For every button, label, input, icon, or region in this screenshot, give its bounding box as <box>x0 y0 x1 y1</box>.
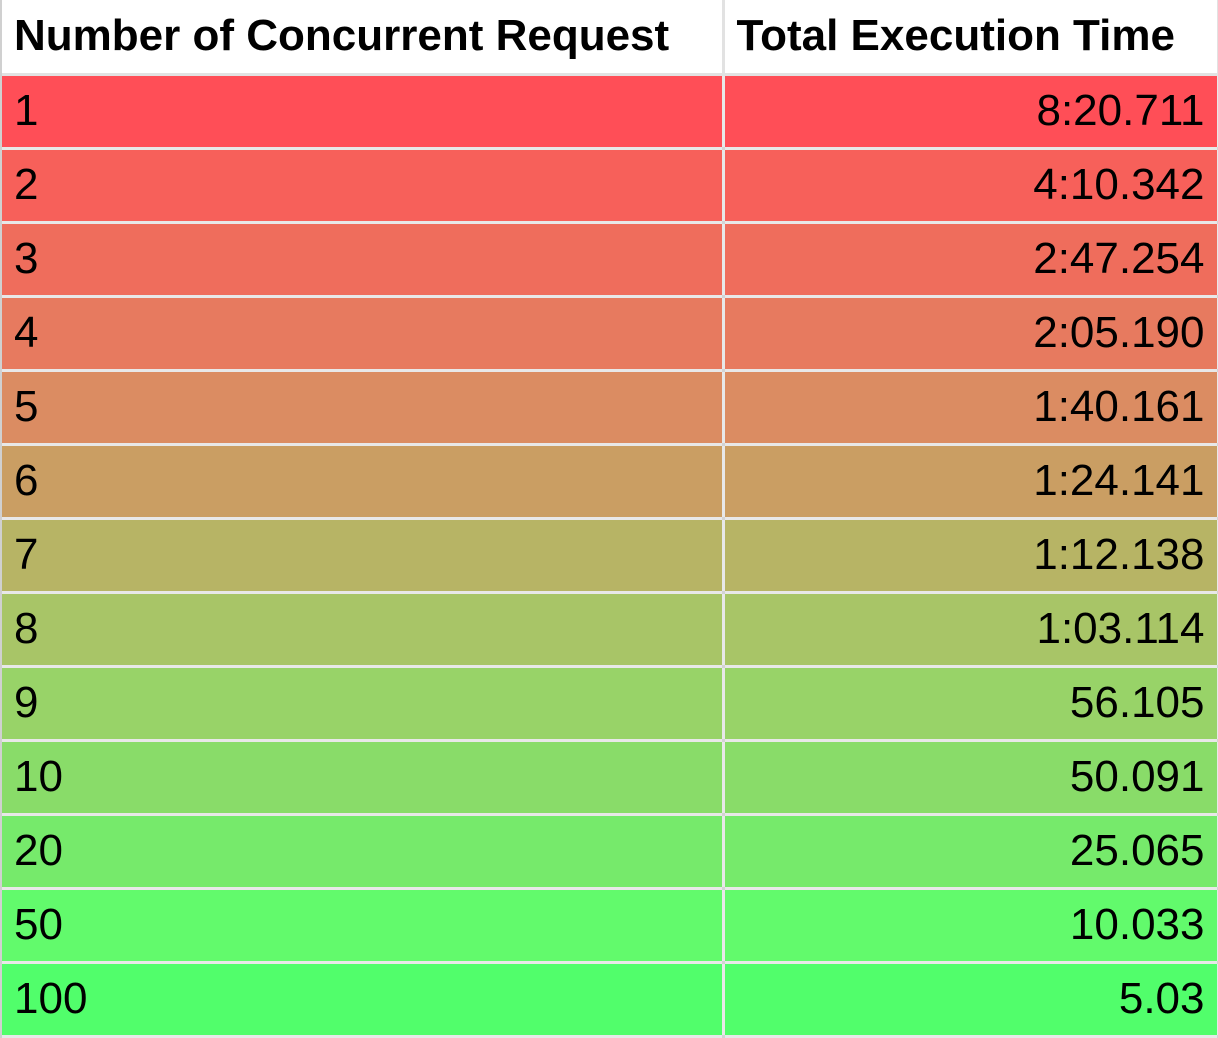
table-row: 5 1:40.161 <box>2 370 1218 446</box>
cell-execution-time[interactable]: 2:05.190 <box>723 296 1218 372</box>
cell-concurrent-requests[interactable]: 6 <box>2 444 725 520</box>
cell-concurrent-requests[interactable]: 1 <box>2 74 725 150</box>
table-row: 50 10.033 <box>2 888 1218 964</box>
cell-concurrent-requests[interactable]: 10 <box>2 740 725 816</box>
table-row: 100 5.03 <box>2 962 1218 1038</box>
cell-concurrent-requests[interactable]: 20 <box>2 814 725 890</box>
table-row: 2 4:10.342 <box>2 148 1218 224</box>
cell-concurrent-requests[interactable]: 3 <box>2 222 725 298</box>
cell-concurrent-requests[interactable]: 7 <box>2 518 725 594</box>
table-row: 3 2:47.254 <box>2 222 1218 298</box>
cell-concurrent-requests[interactable]: 2 <box>2 148 725 224</box>
cell-execution-time[interactable]: 5.03 <box>723 962 1218 1038</box>
cell-execution-time[interactable]: 50.091 <box>723 740 1218 816</box>
table-row: 10 50.091 <box>2 740 1218 816</box>
cell-concurrent-requests[interactable]: 8 <box>2 592 725 668</box>
cell-execution-time[interactable]: 2:47.254 <box>723 222 1218 298</box>
cell-execution-time[interactable]: 4:10.342 <box>723 148 1218 224</box>
table-row: 8 1:03.114 <box>2 592 1218 668</box>
table-row: 9 56.105 <box>2 666 1218 742</box>
cell-concurrent-requests[interactable]: 100 <box>2 962 725 1038</box>
header-concurrent-requests[interactable]: Number of Concurrent Request <box>2 0 725 76</box>
table-row: 1 8:20.711 <box>2 74 1218 150</box>
cell-execution-time[interactable]: 56.105 <box>723 666 1218 742</box>
table-row: 7 1:12.138 <box>2 518 1218 594</box>
table-row: 20 25.065 <box>2 814 1218 890</box>
cell-concurrent-requests[interactable]: 50 <box>2 888 725 964</box>
cell-execution-time[interactable]: 1:03.114 <box>723 592 1218 668</box>
cell-concurrent-requests[interactable]: 9 <box>2 666 725 742</box>
cell-concurrent-requests[interactable]: 5 <box>2 370 725 446</box>
cell-execution-time[interactable]: 1:12.138 <box>723 518 1218 594</box>
cell-concurrent-requests[interactable]: 4 <box>2 296 725 372</box>
cell-execution-time[interactable]: 1:24.141 <box>723 444 1218 520</box>
table-row: 6 1:24.141 <box>2 444 1218 520</box>
cell-execution-time[interactable]: 25.065 <box>723 814 1218 890</box>
header-total-execution-time[interactable]: Total Execution Time <box>723 0 1218 76</box>
cell-execution-time[interactable]: 10.033 <box>723 888 1218 964</box>
cell-execution-time[interactable]: 1:40.161 <box>723 370 1218 446</box>
header-row: Number of Concurrent Request Total Execu… <box>2 0 1218 76</box>
table-row: 4 2:05.190 <box>2 296 1218 372</box>
table-body: 1 8:20.711 2 4:10.342 3 2:47.254 4 2:05.190 5 1:4… <box>2 74 1218 1038</box>
cell-execution-time[interactable]: 8:20.711 <box>723 74 1218 150</box>
